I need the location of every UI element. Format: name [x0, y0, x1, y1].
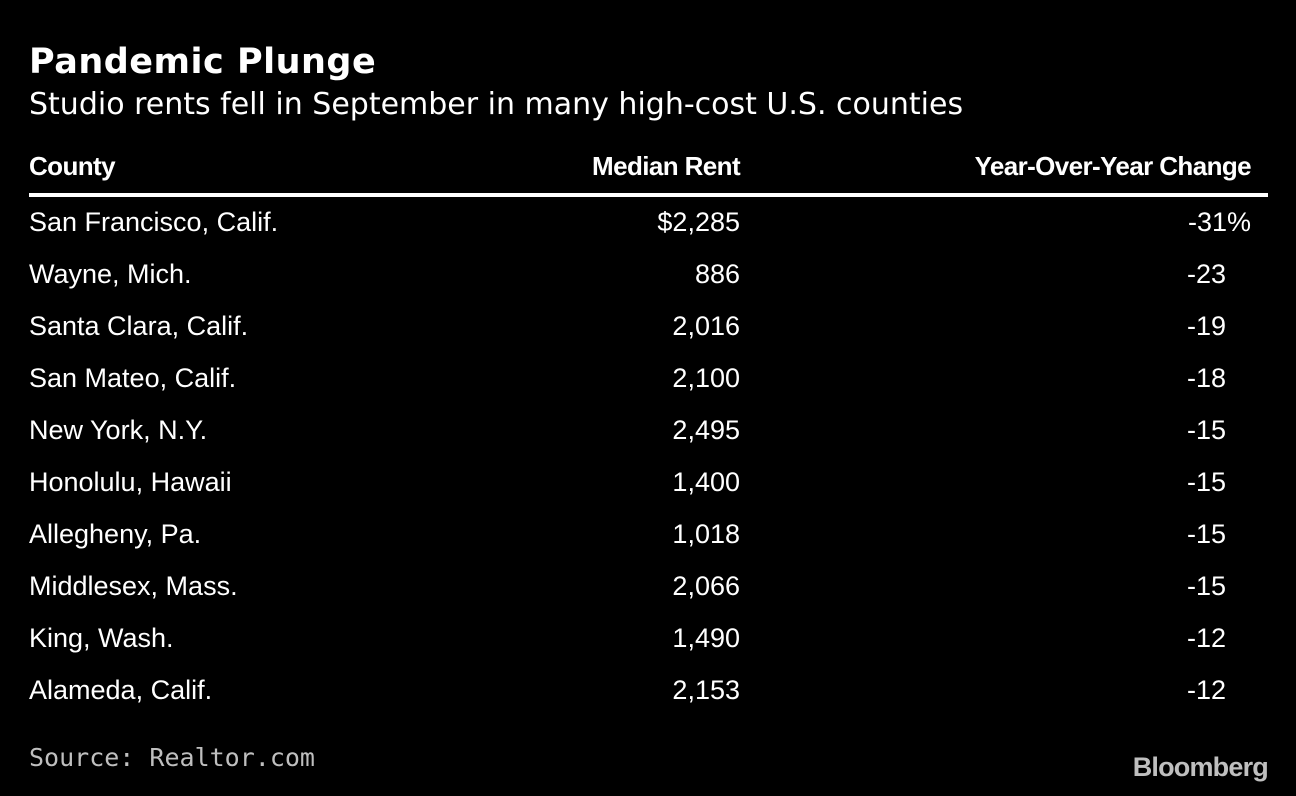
county-cell: San Mateo, Calif.: [29, 363, 237, 393]
yoy-change-cell: -15: [1186, 519, 1226, 549]
median-rent-cell: 2,495: [672, 415, 740, 445]
table-body: San Francisco, Calif. $2,285 -31% Wayne,…: [29, 196, 1268, 716]
yoy-change-cell: -23: [1186, 259, 1226, 289]
table-row: Alameda, Calif. 2,153 -12: [29, 664, 1268, 716]
county-cell: Alameda, Calif.: [29, 675, 213, 705]
column-header-county: County: [29, 151, 116, 181]
chart-subtitle: Studio rents fell in September in many h…: [29, 87, 964, 122]
yoy-change-cell: -15: [1186, 415, 1226, 445]
yoy-change-cell: -19: [1186, 311, 1226, 341]
table-row: Santa Clara, Calif. 2,016 -19: [29, 300, 1268, 352]
yoy-change-cell: -12: [1186, 675, 1226, 705]
column-header-yoy-change: Year-Over-Year Change: [974, 151, 1252, 181]
table-row: Middlesex, Mass. 2,066 -15: [29, 560, 1268, 612]
county-cell: Honolulu, Hawaii: [29, 467, 232, 497]
yoy-change-cell: -31%: [1187, 207, 1251, 237]
median-rent-cell: $2,285: [657, 207, 740, 237]
median-rent-cell: 1,400: [672, 467, 740, 497]
chart-title: Pandemic Plunge: [29, 42, 377, 82]
median-rent-cell: 2,100: [672, 363, 740, 393]
county-cell: New York, N.Y.: [29, 415, 208, 445]
median-rent-cell: 1,018: [672, 519, 740, 549]
county-cell: Santa Clara, Calif.: [29, 311, 249, 341]
table-row: San Francisco, Calif. $2,285 -31%: [29, 196, 1268, 248]
median-rent-cell: 1,490: [672, 623, 740, 653]
median-rent-cell: 2,153: [672, 675, 740, 705]
column-header-median-rent: Median Rent: [592, 151, 741, 181]
median-rent-cell: 886: [694, 259, 740, 289]
median-rent-cell: 2,016: [672, 311, 740, 341]
yoy-change-cell: -12: [1186, 623, 1226, 653]
yoy-change-cell: -15: [1186, 467, 1226, 497]
county-cell: Middlesex, Mass.: [29, 571, 238, 601]
yoy-change-cell: -15: [1186, 571, 1226, 601]
bloomberg-logo: Bloomberg: [1132, 752, 1269, 782]
county-cell: Wayne, Mich.: [29, 259, 192, 289]
yoy-change-cell: -18: [1186, 363, 1226, 393]
header-divider: [29, 193, 1268, 197]
table-row: King, Wash. 1,490 -12: [29, 612, 1268, 664]
table-row: San Mateo, Calif. 2,100 -18: [29, 352, 1268, 404]
table-row: Wayne, Mich. 886 -23: [29, 248, 1268, 300]
table-row: New York, N.Y. 2,495 -15: [29, 404, 1268, 456]
table-row: Allegheny, Pa. 1,018 -15: [29, 508, 1268, 560]
county-cell: Allegheny, Pa.: [29, 519, 202, 549]
county-cell: King, Wash.: [29, 623, 174, 653]
county-cell: San Francisco, Calif.: [29, 207, 279, 237]
table-row: Honolulu, Hawaii 1,400 -15: [29, 456, 1268, 508]
source-note: Source: Realtor.com: [29, 743, 315, 772]
median-rent-cell: 2,066: [672, 571, 740, 601]
table-header: County Median Rent Year-Over-Year Change: [29, 148, 1268, 184]
